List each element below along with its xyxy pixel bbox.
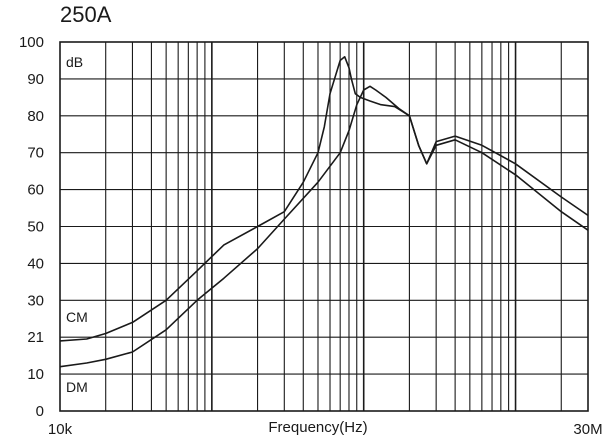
y-tick-label: 80 [27,108,44,125]
y-axis-label: dB [66,54,83,70]
y-tick-label: 100 [19,34,44,51]
y-tick-label: 30 [27,292,44,309]
plot-frame [59,41,589,412]
y-tick-label: 50 [27,219,44,236]
x-tick-label: 30M [573,421,602,438]
grid-lines [60,42,588,411]
y-tick-label: 40 [27,255,44,272]
chart-title: 250A [60,2,112,27]
y-tick-label: 90 [27,71,44,88]
y-tick-label: 60 [27,182,44,199]
x-tick-label: 10k [48,421,73,438]
y-tick-label: 70 [27,145,44,162]
y-tick-label: 10 [27,366,44,383]
series-line-dm [59,85,589,368]
legend-label-cm: CM [66,309,88,325]
y-tick-label: 0 [36,403,44,420]
series-layer [59,55,589,368]
y-tick-label: 21 [27,329,44,346]
x-axis-label: Frequency(Hz) [268,419,367,436]
series-line-cm [59,55,589,342]
legend-label-dm: DM [66,379,88,395]
